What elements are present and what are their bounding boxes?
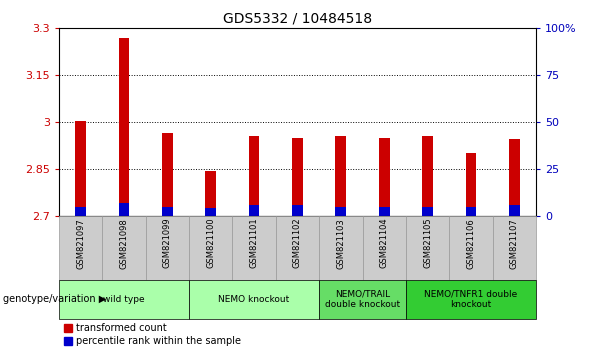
Title: GDS5332 / 10484518: GDS5332 / 10484518 (223, 12, 372, 26)
Bar (59, 216, 102, 280)
Bar (509, 139, 519, 216)
Text: GSM821103: GSM821103 (336, 218, 345, 269)
Text: GSM821102: GSM821102 (293, 218, 302, 268)
Bar (492, 216, 536, 280)
Bar (319, 280, 406, 319)
Bar (406, 280, 536, 319)
Legend: transformed count, percentile rank within the sample: transformed count, percentile rank withi… (64, 324, 241, 346)
Text: GSM821104: GSM821104 (380, 218, 389, 268)
Bar (422, 136, 433, 216)
Bar (422, 206, 433, 216)
Bar (233, 216, 276, 280)
Bar (59, 280, 189, 319)
Bar (189, 216, 233, 280)
Bar (145, 216, 189, 280)
Bar (292, 205, 303, 216)
Bar (379, 206, 389, 216)
Bar (292, 138, 303, 216)
Bar (335, 206, 346, 216)
Bar (335, 136, 346, 216)
Bar (276, 216, 319, 280)
Bar (379, 138, 389, 216)
Bar (162, 206, 173, 216)
Bar (102, 216, 145, 280)
Bar (362, 216, 406, 280)
Text: GSM821099: GSM821099 (163, 218, 172, 268)
Text: NEMO/TRAIL
double knockout: NEMO/TRAIL double knockout (325, 290, 400, 309)
Bar (118, 38, 130, 216)
Bar (249, 136, 260, 216)
Text: GSM821107: GSM821107 (510, 218, 519, 269)
Bar (465, 206, 477, 216)
Text: GSM821097: GSM821097 (76, 218, 85, 269)
Text: GSM821100: GSM821100 (206, 218, 215, 268)
Text: GSM821098: GSM821098 (120, 218, 128, 269)
Bar (249, 205, 260, 216)
Bar (449, 216, 492, 280)
Bar (162, 133, 173, 216)
Text: NEMO knockout: NEMO knockout (219, 295, 290, 304)
Bar (509, 205, 519, 216)
Bar (406, 216, 449, 280)
Text: NEMO/TNFR1 double
knockout: NEMO/TNFR1 double knockout (424, 290, 518, 309)
Text: GSM821101: GSM821101 (250, 218, 259, 268)
Bar (189, 280, 319, 319)
Bar (319, 216, 362, 280)
Text: GSM821105: GSM821105 (423, 218, 432, 268)
Bar (118, 203, 130, 216)
Text: wild type: wild type (103, 295, 145, 304)
Text: genotype/variation ▶: genotype/variation ▶ (3, 294, 106, 304)
Bar (75, 121, 86, 216)
Bar (75, 206, 86, 216)
Bar (206, 209, 216, 216)
Text: GSM821106: GSM821106 (466, 218, 475, 269)
Bar (206, 171, 216, 216)
Bar (465, 153, 477, 216)
